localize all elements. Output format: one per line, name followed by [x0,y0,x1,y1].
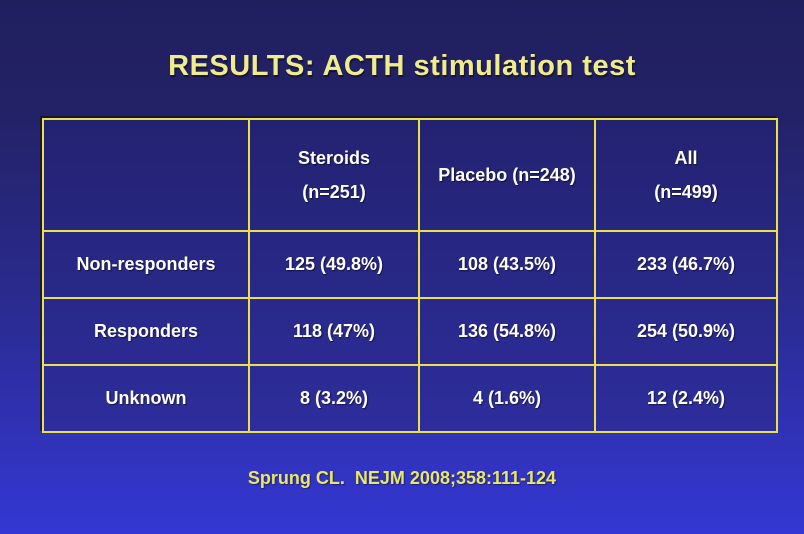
table-row-unknown: Unknown 8 (3.2%) 4 (1.6%) 12 (2.4%) [42,364,778,433]
cell-steroids: 118 (47%) [248,297,420,366]
cell-all: 12 (2.4%) [594,364,778,433]
header-placebo: Placebo (n=248) [418,118,596,232]
results-table: Steroids (n=251) Placebo (n=248) All (n=… [42,118,778,433]
cell-steroids: 8 (3.2%) [248,364,420,433]
cell-placebo: 136 (54.8%) [418,297,596,366]
header-all-line1: All [674,148,698,168]
header-steroids-line2: (n=251) [302,182,366,202]
cell-placebo: 108 (43.5%) [418,230,596,299]
row-label: Non-responders [42,230,250,299]
row-label: Responders [42,297,250,366]
header-steroids-line1: Steroids [297,148,371,168]
header-empty-cell [42,118,250,232]
table-header-row: Steroids (n=251) Placebo (n=248) All (n=… [42,118,778,232]
slide-title: RESULTS: ACTH stimulation test [168,50,636,82]
citation: Sprung CL. NEJM 2008;358:111-124 [247,468,557,488]
header-all: All (n=499) [594,118,778,232]
header-all-line2: (n=499) [654,182,718,202]
row-label: Unknown [42,364,250,433]
cell-steroids: 125 (49.8%) [248,230,420,299]
header-placebo-line1: Placebo (n=248) [438,165,576,185]
cell-placebo: 4 (1.6%) [418,364,596,433]
cell-all: 233 (46.7%) [594,230,778,299]
table-row-responders: Responders 118 (47%) 136 (54.8%) 254 (50… [42,297,778,366]
cell-all: 254 (50.9%) [594,297,778,366]
header-steroids: Steroids (n=251) [248,118,420,232]
table-row-non-responders: Non-responders 125 (49.8%) 108 (43.5%) 2… [42,230,778,299]
